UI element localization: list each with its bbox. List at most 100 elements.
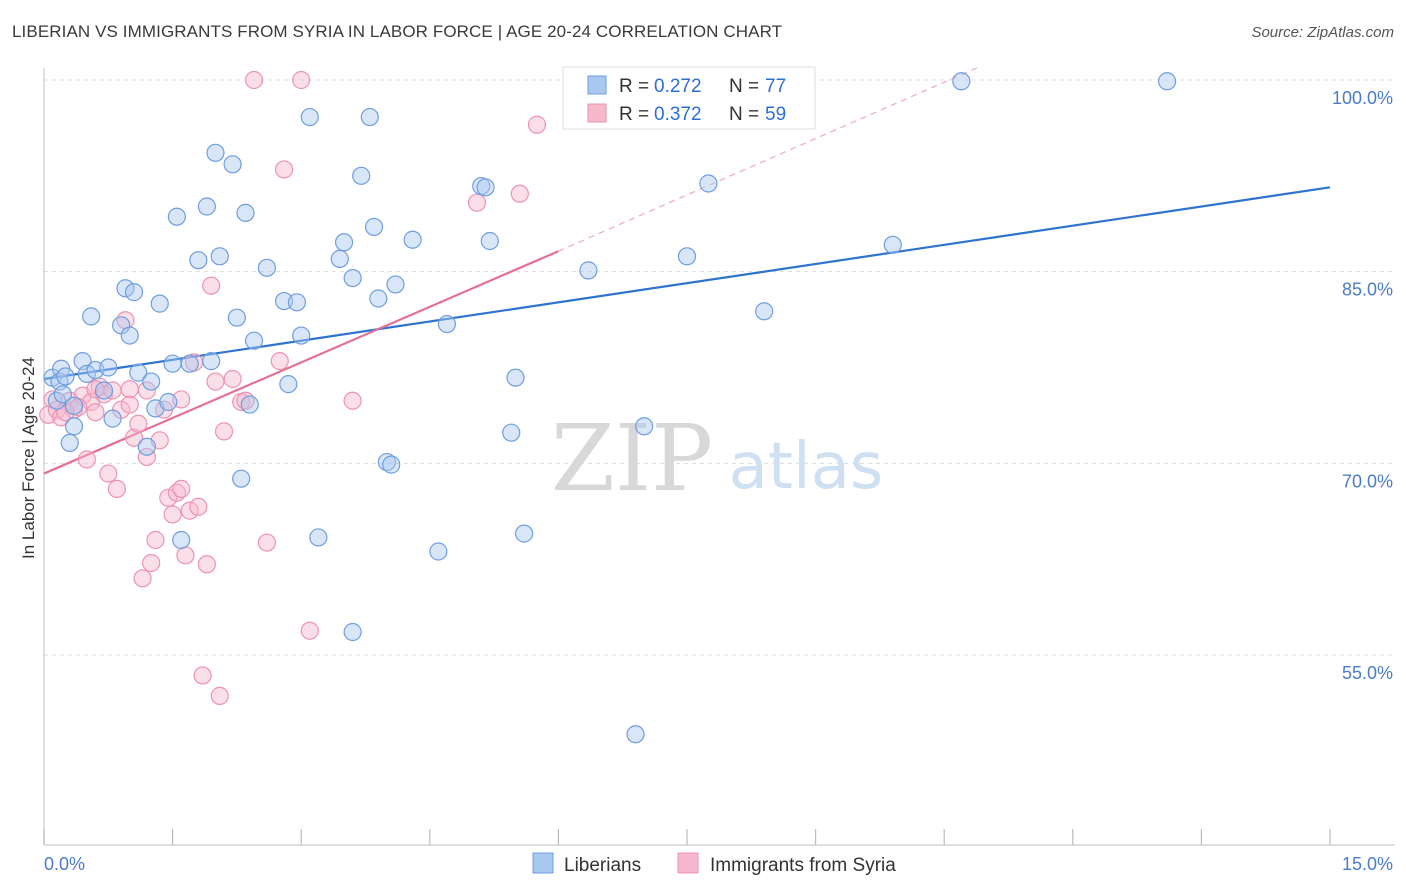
liberians-point-73 — [1158, 72, 1177, 91]
syria-point-22 — [146, 530, 165, 550]
axes — [43, 68, 1395, 846]
liberians-point-65 — [579, 261, 598, 280]
bottom-legend-swatch-syria — [677, 852, 699, 874]
liberians-point-69 — [699, 174, 718, 193]
y-tick-label-85: 85.0% — [1342, 280, 1393, 300]
liberians-point-18 — [129, 363, 148, 382]
syria-point-37 — [210, 686, 229, 705]
liberians-point-12 — [99, 358, 118, 377]
liberians-point-19 — [137, 437, 156, 456]
liberians-point-71 — [883, 235, 902, 254]
series-syria-points — [39, 70, 547, 705]
liberians-point-29 — [197, 197, 216, 216]
liberians-point-48 — [343, 268, 362, 288]
liberians-point-66 — [626, 725, 645, 744]
gridlines — [44, 79, 1395, 656]
liberians-point-58 — [437, 314, 457, 334]
syria-point-42 — [270, 352, 289, 371]
syria-point-20 — [133, 569, 152, 588]
liberians-point-68 — [677, 247, 697, 266]
legend-r-value-2: 0.372 — [654, 104, 702, 125]
syria-point-34 — [197, 555, 216, 574]
liberians-point-13 — [103, 409, 122, 428]
syria-point-48 — [467, 193, 487, 212]
liberians-point-4 — [56, 367, 75, 386]
liberians-point-51 — [364, 217, 384, 237]
syria-point-7 — [77, 450, 96, 469]
legend-r-label-2: R = — [619, 104, 649, 125]
liberians-point-64 — [515, 524, 534, 543]
liberians-point-55 — [386, 275, 405, 294]
liberians-point-46 — [330, 249, 349, 268]
liberians-point-75 — [343, 622, 362, 642]
liberians-point-41 — [279, 375, 298, 394]
y-tick-label-100: 100.0% — [1332, 88, 1393, 108]
syria-point-29 — [176, 546, 195, 565]
legend-n-label-1: N = — [729, 76, 759, 97]
liberians-point-24 — [163, 354, 182, 373]
liberians-point-11 — [94, 381, 114, 400]
liberians-point-16 — [120, 326, 139, 345]
liberians-point-70 — [755, 302, 774, 321]
chart-source: Source: ZipAtlas.com — [1251, 24, 1394, 41]
liberians-point-28 — [189, 251, 208, 270]
series-liberians-points — [43, 72, 1177, 744]
liberians-point-35 — [232, 469, 251, 488]
liberians-point-56 — [403, 230, 422, 249]
syria-point-45 — [292, 70, 311, 90]
legend-n-label-2: N = — [729, 104, 759, 125]
syria-point-33 — [193, 666, 212, 685]
bottom-legend-label-liberians: Liberians — [564, 855, 641, 876]
syria-point-38 — [214, 422, 234, 441]
liberians-point-22 — [150, 294, 169, 313]
syria-point-46 — [244, 70, 264, 90]
liberians-point-72 — [952, 72, 971, 91]
syria-point-25 — [159, 488, 178, 507]
syria-point-9 — [86, 403, 105, 422]
trend-line-syria — [43, 250, 559, 475]
trend-line-liberians — [43, 186, 1331, 381]
liberians-point-76 — [64, 396, 84, 415]
x-tick-label-max: 15.0% — [1342, 854, 1393, 874]
liberians-point-15 — [116, 279, 135, 298]
liberians-point-74 — [53, 385, 72, 404]
y-axis-title: In Labor Force | Age 20-24 — [19, 357, 38, 559]
liberians-point-62 — [502, 423, 521, 442]
legend-r-label-1: R = — [619, 76, 649, 97]
liberians-point-50 — [360, 107, 379, 127]
bottom-legend-swatch-liberians — [532, 852, 554, 874]
liberians-point-23 — [159, 392, 178, 412]
liberians-point-6 — [64, 417, 84, 436]
liberians-point-33 — [223, 155, 242, 174]
syria-point-36 — [206, 372, 225, 391]
liberians-point-32 — [210, 247, 229, 266]
y-tick-label-55: 55.0% — [1342, 663, 1393, 683]
syria-point-56 — [172, 479, 191, 498]
chart-title: LIBERIAN VS IMMIGRANTS FROM SYRIA IN LAB… — [12, 22, 783, 41]
liberians-point-44 — [300, 107, 319, 127]
syria-point-11 — [94, 385, 114, 404]
legend-n-value-2: 59 — [765, 104, 786, 125]
liberians-point-63 — [506, 368, 525, 387]
liberians-point-34 — [227, 308, 246, 327]
liberians-point-37 — [240, 395, 259, 414]
syria-point-30 — [180, 501, 199, 520]
liberians-point-25 — [167, 207, 186, 226]
legend-r-value-1: 0.272 — [654, 76, 702, 97]
syria-point-26 — [163, 505, 182, 524]
watermark-zip: ZIP — [551, 405, 713, 512]
x-tick-label-min: 0.0% — [44, 854, 85, 874]
liberians-point-8 — [77, 364, 96, 383]
syria-point-51 — [137, 447, 156, 467]
liberians-point-42 — [287, 293, 307, 312]
liberians-point-60 — [476, 178, 495, 197]
liberians-point-39 — [257, 258, 277, 277]
liberians-point-27 — [180, 354, 199, 373]
syria-point-39 — [223, 369, 242, 389]
watermark: ZIP atlas — [551, 405, 883, 512]
liberians-point-57 — [429, 542, 448, 561]
syria-point-43 — [274, 160, 294, 179]
syria-point-44 — [300, 621, 319, 640]
liberians-point-30 — [202, 352, 221, 371]
bottom-legend-label-syria: Immigrants from Syria — [710, 855, 896, 876]
